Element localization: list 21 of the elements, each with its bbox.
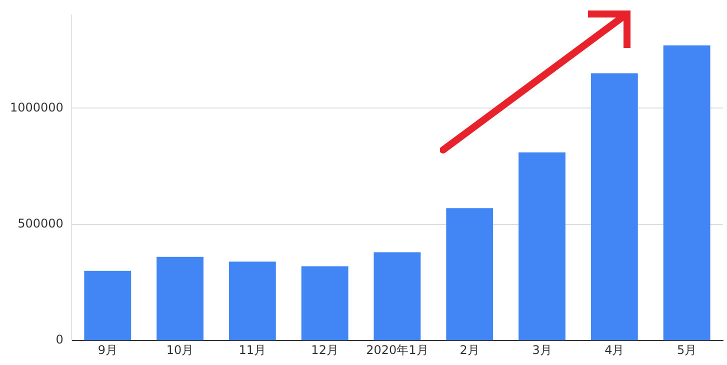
x-tick-label: 5月 (676, 342, 697, 357)
bar (301, 266, 348, 340)
bar (84, 270, 132, 340)
bar (663, 45, 710, 340)
x-tick-label: 9月 (98, 342, 118, 357)
x-tick-label: 3月 (532, 342, 552, 357)
y-tick-label: 1000000 (10, 100, 64, 114)
bar (518, 152, 566, 340)
x-tick-label: 10月 (166, 342, 194, 357)
bar (590, 73, 638, 340)
bar (228, 262, 276, 340)
x-tick-label: 11月 (238, 342, 266, 357)
y-tick-label: 0 (56, 332, 64, 347)
x-tick-label: 2020年1月 (366, 342, 428, 357)
bar (156, 256, 204, 340)
bar (374, 252, 421, 340)
x-tick-label: 2月 (460, 342, 480, 357)
x-tick-label: 4月 (604, 342, 624, 357)
y-tick-label: 500000 (18, 216, 64, 231)
bar (446, 208, 494, 340)
x-tick-label: 12月 (311, 342, 338, 357)
